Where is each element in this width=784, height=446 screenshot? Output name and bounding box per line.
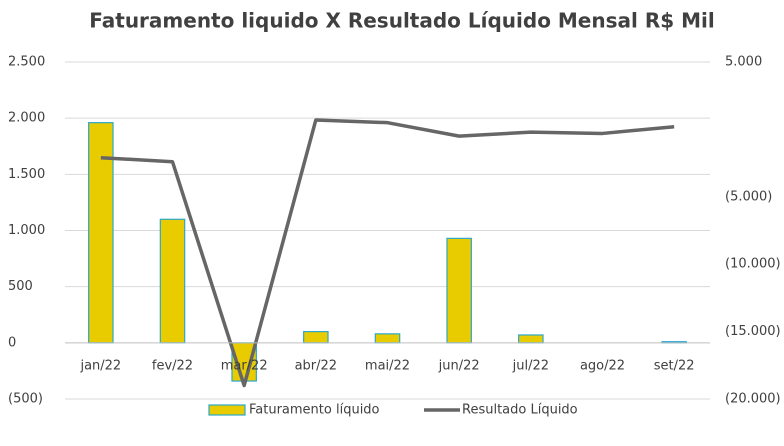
y2-tick-label: 5.000 (725, 55, 762, 70)
line (100, 118, 675, 388)
x-tick-label: jan/22 (79, 359, 121, 374)
y2-tick-label: (20.000) (725, 392, 781, 407)
x-tick-label: fev/22 (152, 359, 193, 374)
x-tick-label: ago/22 (580, 359, 625, 374)
legend-label: Resultado Líquido (462, 403, 578, 418)
bar (518, 334, 544, 344)
y2-tick-label: (5.000) (725, 189, 772, 204)
y-tick-label: 2.000 (8, 111, 45, 126)
y2-tick-label: (15.000) (725, 324, 781, 339)
y-tick-label: (500) (8, 392, 43, 407)
x-tick-label: jun/22 (438, 359, 480, 374)
x-tick-label: mar/22 (221, 359, 268, 374)
bar (88, 122, 114, 344)
x-tick-label: abr/22 (295, 359, 338, 374)
x-tick-label: mai/22 (365, 359, 410, 374)
y-tick-label: 500 (8, 279, 33, 294)
y-tick-label: 1.000 (8, 223, 45, 238)
x-tick-label: jul/22 (512, 359, 549, 374)
bar (446, 237, 472, 344)
bar (303, 331, 329, 344)
y2-tick-label: (10.000) (725, 257, 781, 272)
legend-swatch (208, 404, 246, 416)
legend-label: Faturamento líquido (249, 403, 380, 418)
x-tick-label: set/22 (654, 359, 695, 374)
bar (374, 333, 401, 344)
chart-title: Faturamento liquido X Resultado Líquido … (89, 9, 714, 33)
bar (159, 218, 186, 344)
y-tick-label: 1.500 (8, 167, 45, 182)
y-tick-label: 0 (8, 335, 16, 350)
y-tick-label: 2.500 (8, 55, 45, 70)
